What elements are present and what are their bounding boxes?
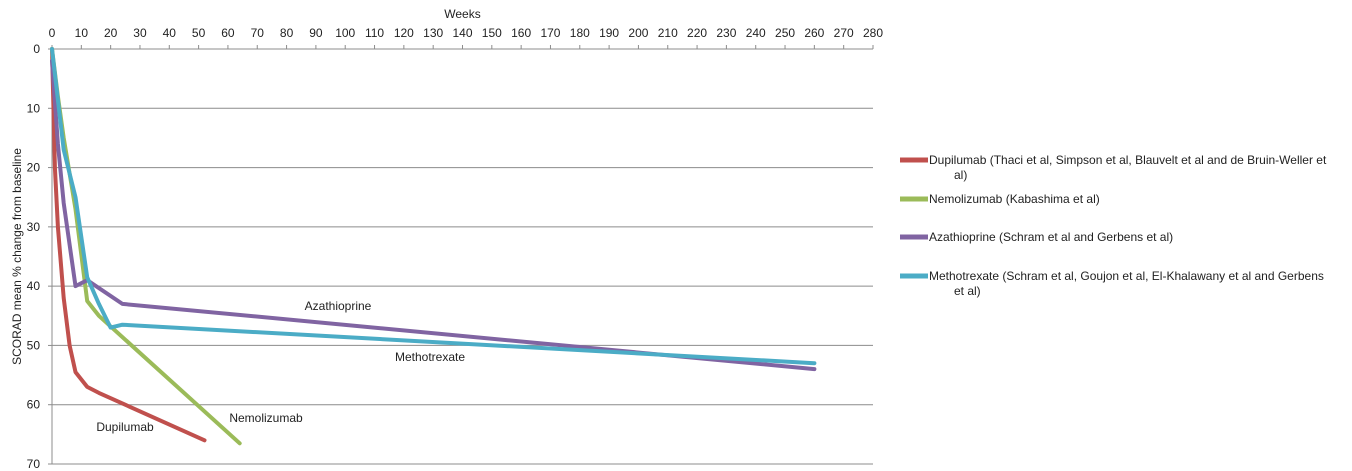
legend-label: Nemolizumab (Kabashima et al) bbox=[929, 192, 1100, 206]
x-tick-label: 60 bbox=[221, 26, 235, 40]
series-annotation: Dupilumab bbox=[96, 420, 154, 434]
series-annotation: Nemolizumab bbox=[229, 411, 303, 425]
x-tick-label: 160 bbox=[511, 26, 531, 40]
y-axis-title: SCORAD mean % change from baseline bbox=[10, 148, 24, 365]
x-tick-label: 250 bbox=[775, 26, 795, 40]
grid bbox=[52, 107, 873, 465]
series-lines bbox=[50, 47, 817, 446]
x-tick-label: 220 bbox=[687, 26, 707, 40]
x-tick-label: 240 bbox=[746, 26, 766, 40]
y-tick-label: 20 bbox=[27, 161, 41, 175]
x-tick-label: 150 bbox=[482, 26, 502, 40]
legend-label: Dupilumab (Thaci et al, Simpson et al, B… bbox=[929, 153, 1327, 182]
x-tick-label: 170 bbox=[540, 26, 560, 40]
x-tick-label: 280 bbox=[863, 26, 883, 40]
legend: Dupilumab (Thaci et al, Simpson et al, B… bbox=[900, 153, 1327, 298]
y-tick-label: 40 bbox=[27, 279, 41, 293]
y-tick-label: 70 bbox=[27, 457, 41, 471]
x-tick-label: 30 bbox=[133, 26, 147, 40]
x-tick-label: 0 bbox=[49, 26, 56, 40]
x-tick-label: 70 bbox=[251, 26, 265, 40]
x-tick-label: 210 bbox=[658, 26, 678, 40]
ticks: 0 10 20 30 40 50 60 70 80 90 100 110 120 130 140 150 160… bbox=[27, 26, 884, 471]
axes bbox=[51, 48, 873, 464]
series-line bbox=[50, 58, 817, 372]
legend-label: Methotrexate (Schram et al, Goujon et al… bbox=[929, 269, 1324, 298]
series-annotation: Azathioprine bbox=[305, 299, 372, 313]
series-line bbox=[50, 47, 207, 443]
y-tick-label: 0 bbox=[33, 42, 40, 56]
x-tick-label: 90 bbox=[309, 26, 323, 40]
x-tick-label: 110 bbox=[365, 26, 384, 40]
x-tick-label: 260 bbox=[804, 26, 824, 40]
x-tick-label: 120 bbox=[394, 26, 414, 40]
series-line bbox=[50, 47, 817, 366]
x-tick-label: 140 bbox=[452, 26, 472, 40]
x-tick-label: 190 bbox=[599, 26, 619, 40]
legend-label: Azathioprine (Schram et al and Gerbens e… bbox=[929, 230, 1173, 244]
y-tick-label: 30 bbox=[27, 220, 41, 234]
series-annotations: Dupilumab Nemolizumab Azathioprine Methotre… bbox=[96, 299, 465, 434]
x-tick-label: 10 bbox=[75, 26, 89, 40]
x-axis-title: Weeks bbox=[444, 7, 480, 21]
x-tick-label: 200 bbox=[628, 26, 648, 40]
x-tick-label: 20 bbox=[104, 26, 118, 40]
x-tick-label: 230 bbox=[716, 26, 736, 40]
x-tick-label: 270 bbox=[834, 26, 854, 40]
x-tick-label: 80 bbox=[280, 26, 294, 40]
y-tick-label: 60 bbox=[27, 398, 41, 412]
series-annotation: Methotrexate bbox=[395, 350, 465, 364]
y-tick-label: 10 bbox=[27, 101, 41, 115]
x-tick-label: 50 bbox=[192, 26, 206, 40]
x-tick-label: 100 bbox=[335, 26, 355, 40]
x-tick-label: 180 bbox=[570, 26, 590, 40]
y-tick-label: 50 bbox=[27, 338, 41, 352]
x-tick-label: 40 bbox=[163, 26, 177, 40]
x-tick-label: 130 bbox=[423, 26, 443, 40]
